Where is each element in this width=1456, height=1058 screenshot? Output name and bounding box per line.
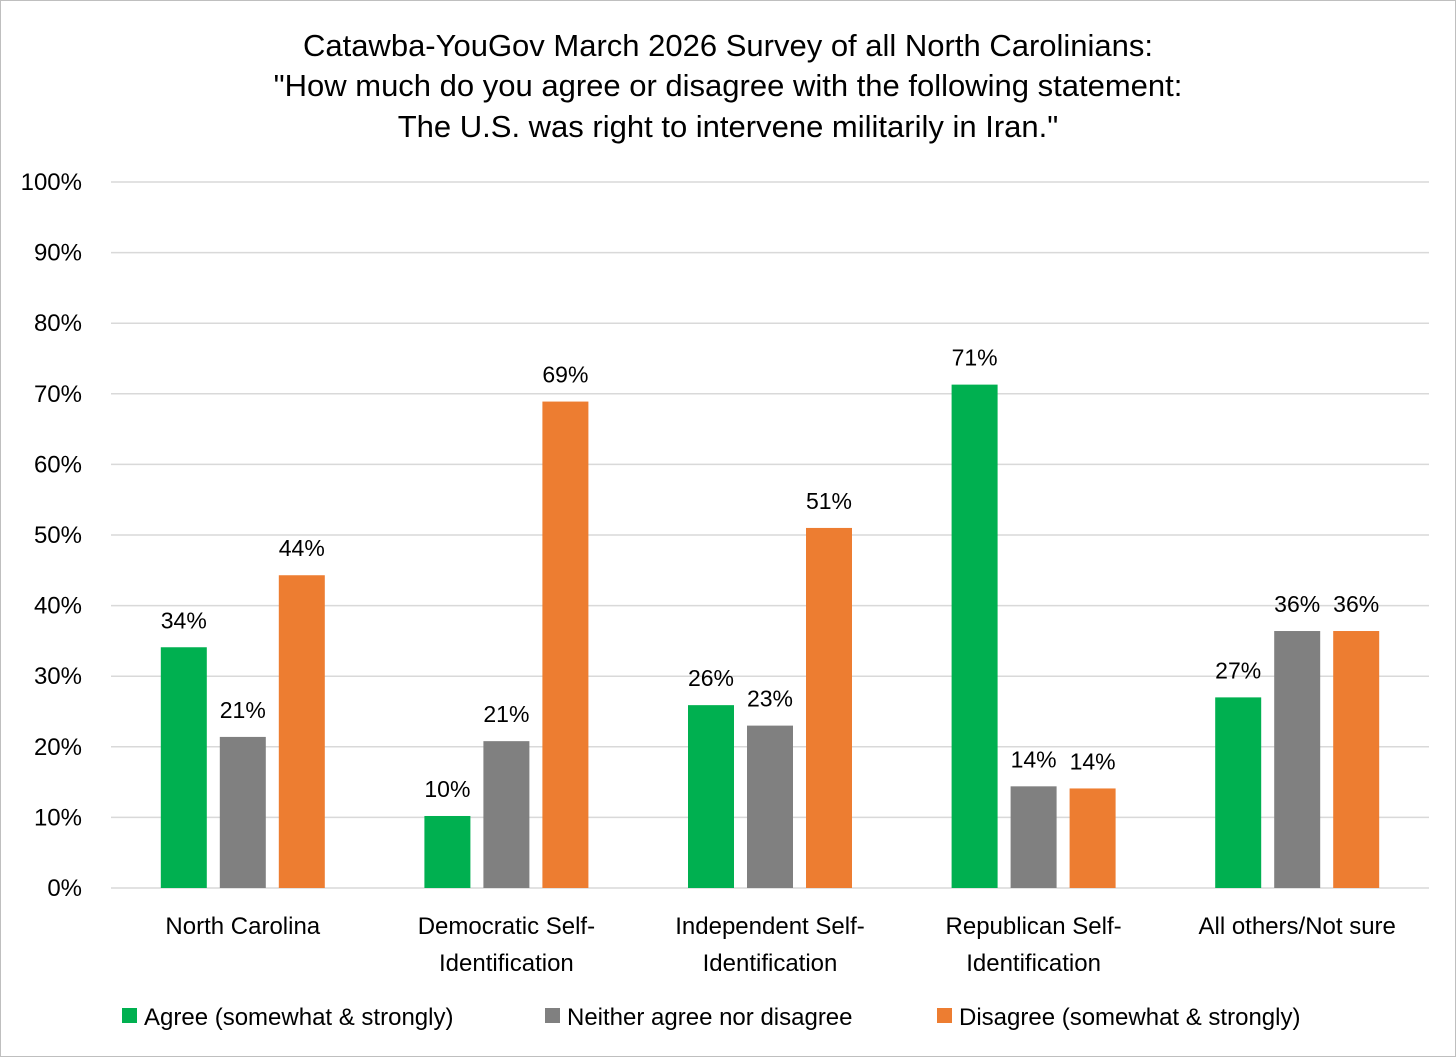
legend-item: Disagree (somewhat & strongly) (937, 1004, 1300, 1031)
bar-neither-0 (219, 736, 266, 888)
legend-swatch (122, 1008, 137, 1023)
category-label: Identification (966, 950, 1101, 977)
bar-agree-3 (951, 384, 998, 888)
chart-title-line-3: The U.S. was right to intervene militari… (398, 109, 1059, 144)
bar-neither-4 (1274, 631, 1321, 888)
bar-disagree-3 (1069, 788, 1116, 888)
data-label: 14% (1011, 746, 1057, 772)
data-label: 27% (1215, 657, 1261, 683)
y-tick-label: 0% (47, 875, 82, 902)
bar-agree-0 (160, 647, 207, 888)
category-label: North Carolina (165, 913, 320, 940)
data-label: 14% (1070, 748, 1116, 774)
data-label: 23% (747, 686, 793, 712)
bar-agree-2 (688, 705, 734, 888)
bar-disagree-1 (542, 401, 589, 888)
chart-title-line-1: Catawba-YouGov March 2026 Survey of all … (303, 28, 1153, 63)
bars (160, 384, 1380, 888)
legend-item: Agree (somewhat & strongly) (122, 1004, 453, 1031)
category-label: Democratic Self- (418, 913, 595, 940)
data-label: 21% (483, 701, 529, 727)
category-label: Identification (439, 950, 574, 977)
bar-agree-4 (1215, 697, 1262, 888)
category-label: Independent Self- (675, 913, 864, 940)
y-tick-label: 50% (34, 522, 82, 549)
data-label: 10% (424, 776, 470, 802)
chart-title: Catawba-YouGov March 2026 Survey of all … (274, 28, 1183, 144)
bar-neither-2 (747, 725, 793, 888)
data-label: 69% (542, 362, 588, 388)
legend-swatch (545, 1008, 560, 1023)
y-tick-label: 30% (34, 663, 82, 690)
legend-item: Neither agree nor disagree (545, 1004, 853, 1031)
legend-label: Disagree (somewhat & strongly) (959, 1004, 1300, 1031)
category-label: Republican Self- (946, 913, 1122, 940)
data-label: 26% (688, 665, 734, 691)
y-tick-label: 60% (34, 451, 82, 478)
y-tick-label: 10% (34, 804, 82, 831)
legend: Agree (somewhat & strongly) Neither agree… (122, 1004, 1300, 1031)
data-label: 71% (952, 345, 998, 371)
legend-label: Agree (somewhat & strongly) (144, 1004, 453, 1031)
bar-neither-1 (483, 741, 530, 888)
legend-swatch (937, 1008, 952, 1023)
y-tick-label: 80% (34, 310, 82, 337)
data-label: 36% (1274, 591, 1320, 617)
bar-disagree-2 (806, 527, 852, 888)
y-tick-label: 20% (34, 734, 82, 761)
bar-agree-1 (424, 815, 471, 888)
chart-title-line-2: "How much do you agree or disagree with … (274, 68, 1183, 103)
y-axis-ticks: 0% 10% 20% 30% 40% 50% 60% 70% 80% 90% 100% (21, 169, 82, 902)
data-label: 36% (1333, 591, 1379, 617)
bar-neither-3 (1010, 786, 1057, 888)
category-label: Identification (703, 950, 838, 977)
data-labels: 34% 10% 26% 71% 27% 21% 21% 23% 14% 36% 44% 69% 51% 1… (161, 345, 1379, 802)
category-label: All others/Not sure (1198, 913, 1395, 940)
data-label: 21% (220, 697, 266, 723)
data-label: 51% (806, 488, 852, 514)
y-tick-label: 70% (34, 381, 82, 408)
data-label: 44% (279, 535, 325, 561)
y-tick-label: 100% (21, 169, 82, 196)
bar-disagree-4 (1333, 631, 1380, 888)
data-label: 34% (161, 607, 207, 633)
x-axis-categories: North Carolina Democratic Self- Identifica… (165, 913, 1395, 977)
legend-label: Neither agree nor disagree (567, 1004, 853, 1031)
y-tick-label: 40% (34, 593, 82, 620)
bar-disagree-0 (278, 575, 325, 888)
y-tick-label: 90% (34, 240, 82, 267)
gridlines (111, 181, 1429, 889)
